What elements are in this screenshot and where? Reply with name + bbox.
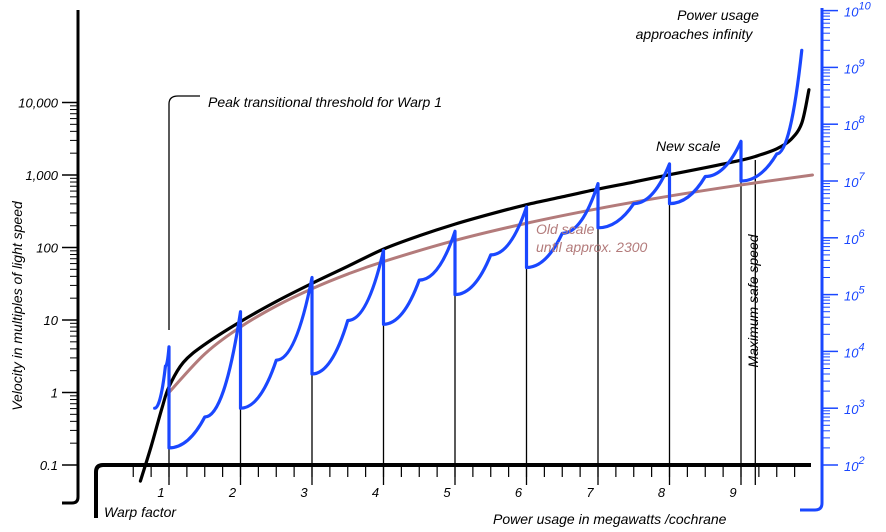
chart-ticks: 0.11101001,00010,00010210310410510610710… <box>18 1 871 500</box>
y-left-tick-label: 1,000 <box>25 168 58 183</box>
series-line-1 <box>138 88 811 483</box>
peak-threshold-leader <box>168 95 200 330</box>
x-axis-label: Warp factor <box>104 504 177 520</box>
y-right-tick-exponent: 9 <box>858 57 864 69</box>
annotation-old-scale-line2: until approx. 2300 <box>536 239 648 255</box>
chart-axes <box>62 8 824 518</box>
chart-series <box>138 48 814 483</box>
y-right-tick-exponent: 4 <box>858 341 864 353</box>
y-right-tick-exponent: 2 <box>857 455 864 467</box>
y-right-tick-exponent: 10 <box>858 1 871 13</box>
y-right-tick-label: 108 <box>844 114 865 133</box>
y-right-tick-exponent: 6 <box>858 228 865 240</box>
annotation-power-line1: Power usage <box>677 7 759 23</box>
annotation-peak-threshold: Peak transitional threshold for Warp 1 <box>208 94 442 110</box>
y-left-tick-label: 1 <box>51 386 58 401</box>
x-tick-label: 1 <box>157 485 164 500</box>
y-right-tick-label: 104 <box>844 341 865 360</box>
y-right-tick-label: 105 <box>844 285 865 304</box>
right-axis-line <box>800 8 824 512</box>
x-tick-label: 4 <box>372 485 379 500</box>
annotation-new-scale: New scale <box>656 138 721 154</box>
y-right-tick-exponent: 8 <box>858 114 865 126</box>
y-left-tick-label: 100 <box>36 241 58 256</box>
y-right-tick-label: 102 <box>844 455 865 474</box>
y-right-tick-label: 103 <box>844 398 865 417</box>
annotation-old-scale-line1: Old scale <box>536 221 595 237</box>
y-right-tick-label: 107 <box>844 171 865 190</box>
y-axis-left-label: Velocity in multiples of light speed <box>9 200 25 411</box>
annotation-max-safe-speed: Maximum safe speed <box>745 233 761 367</box>
annotation-power-line2: approaches infinity <box>636 26 754 42</box>
y-right-tick-exponent: 3 <box>858 398 865 410</box>
y-right-tick-label: 106 <box>844 228 865 247</box>
x-tick-label: 5 <box>443 485 451 500</box>
y-right-tick-exponent: 5 <box>858 285 865 297</box>
x-tick-label: 6 <box>515 485 523 500</box>
x-tick-label: 9 <box>729 485 736 500</box>
y-left-tick-label: 10 <box>44 313 59 328</box>
y-axis-right-label: Power usage in megawatts /cochrane <box>493 511 727 527</box>
y-right-tick-label: 1010 <box>844 1 872 20</box>
y-left-tick-label: 0.1 <box>40 458 58 473</box>
x-tick-label: 2 <box>228 485 237 500</box>
series-line-2 <box>167 173 814 394</box>
y-right-tick-exponent: 7 <box>858 171 865 183</box>
series-line-3 <box>153 48 804 450</box>
warp-drop-lines <box>168 95 756 485</box>
left-axis-line <box>62 10 80 505</box>
y-right-tick-label: 109 <box>844 57 865 76</box>
x-tick-label: 7 <box>586 485 594 500</box>
x-tick-label: 3 <box>300 485 308 500</box>
y-left-tick-label: 10,000 <box>18 96 59 111</box>
x-axis-line <box>94 463 811 518</box>
x-tick-label: 8 <box>658 485 666 500</box>
